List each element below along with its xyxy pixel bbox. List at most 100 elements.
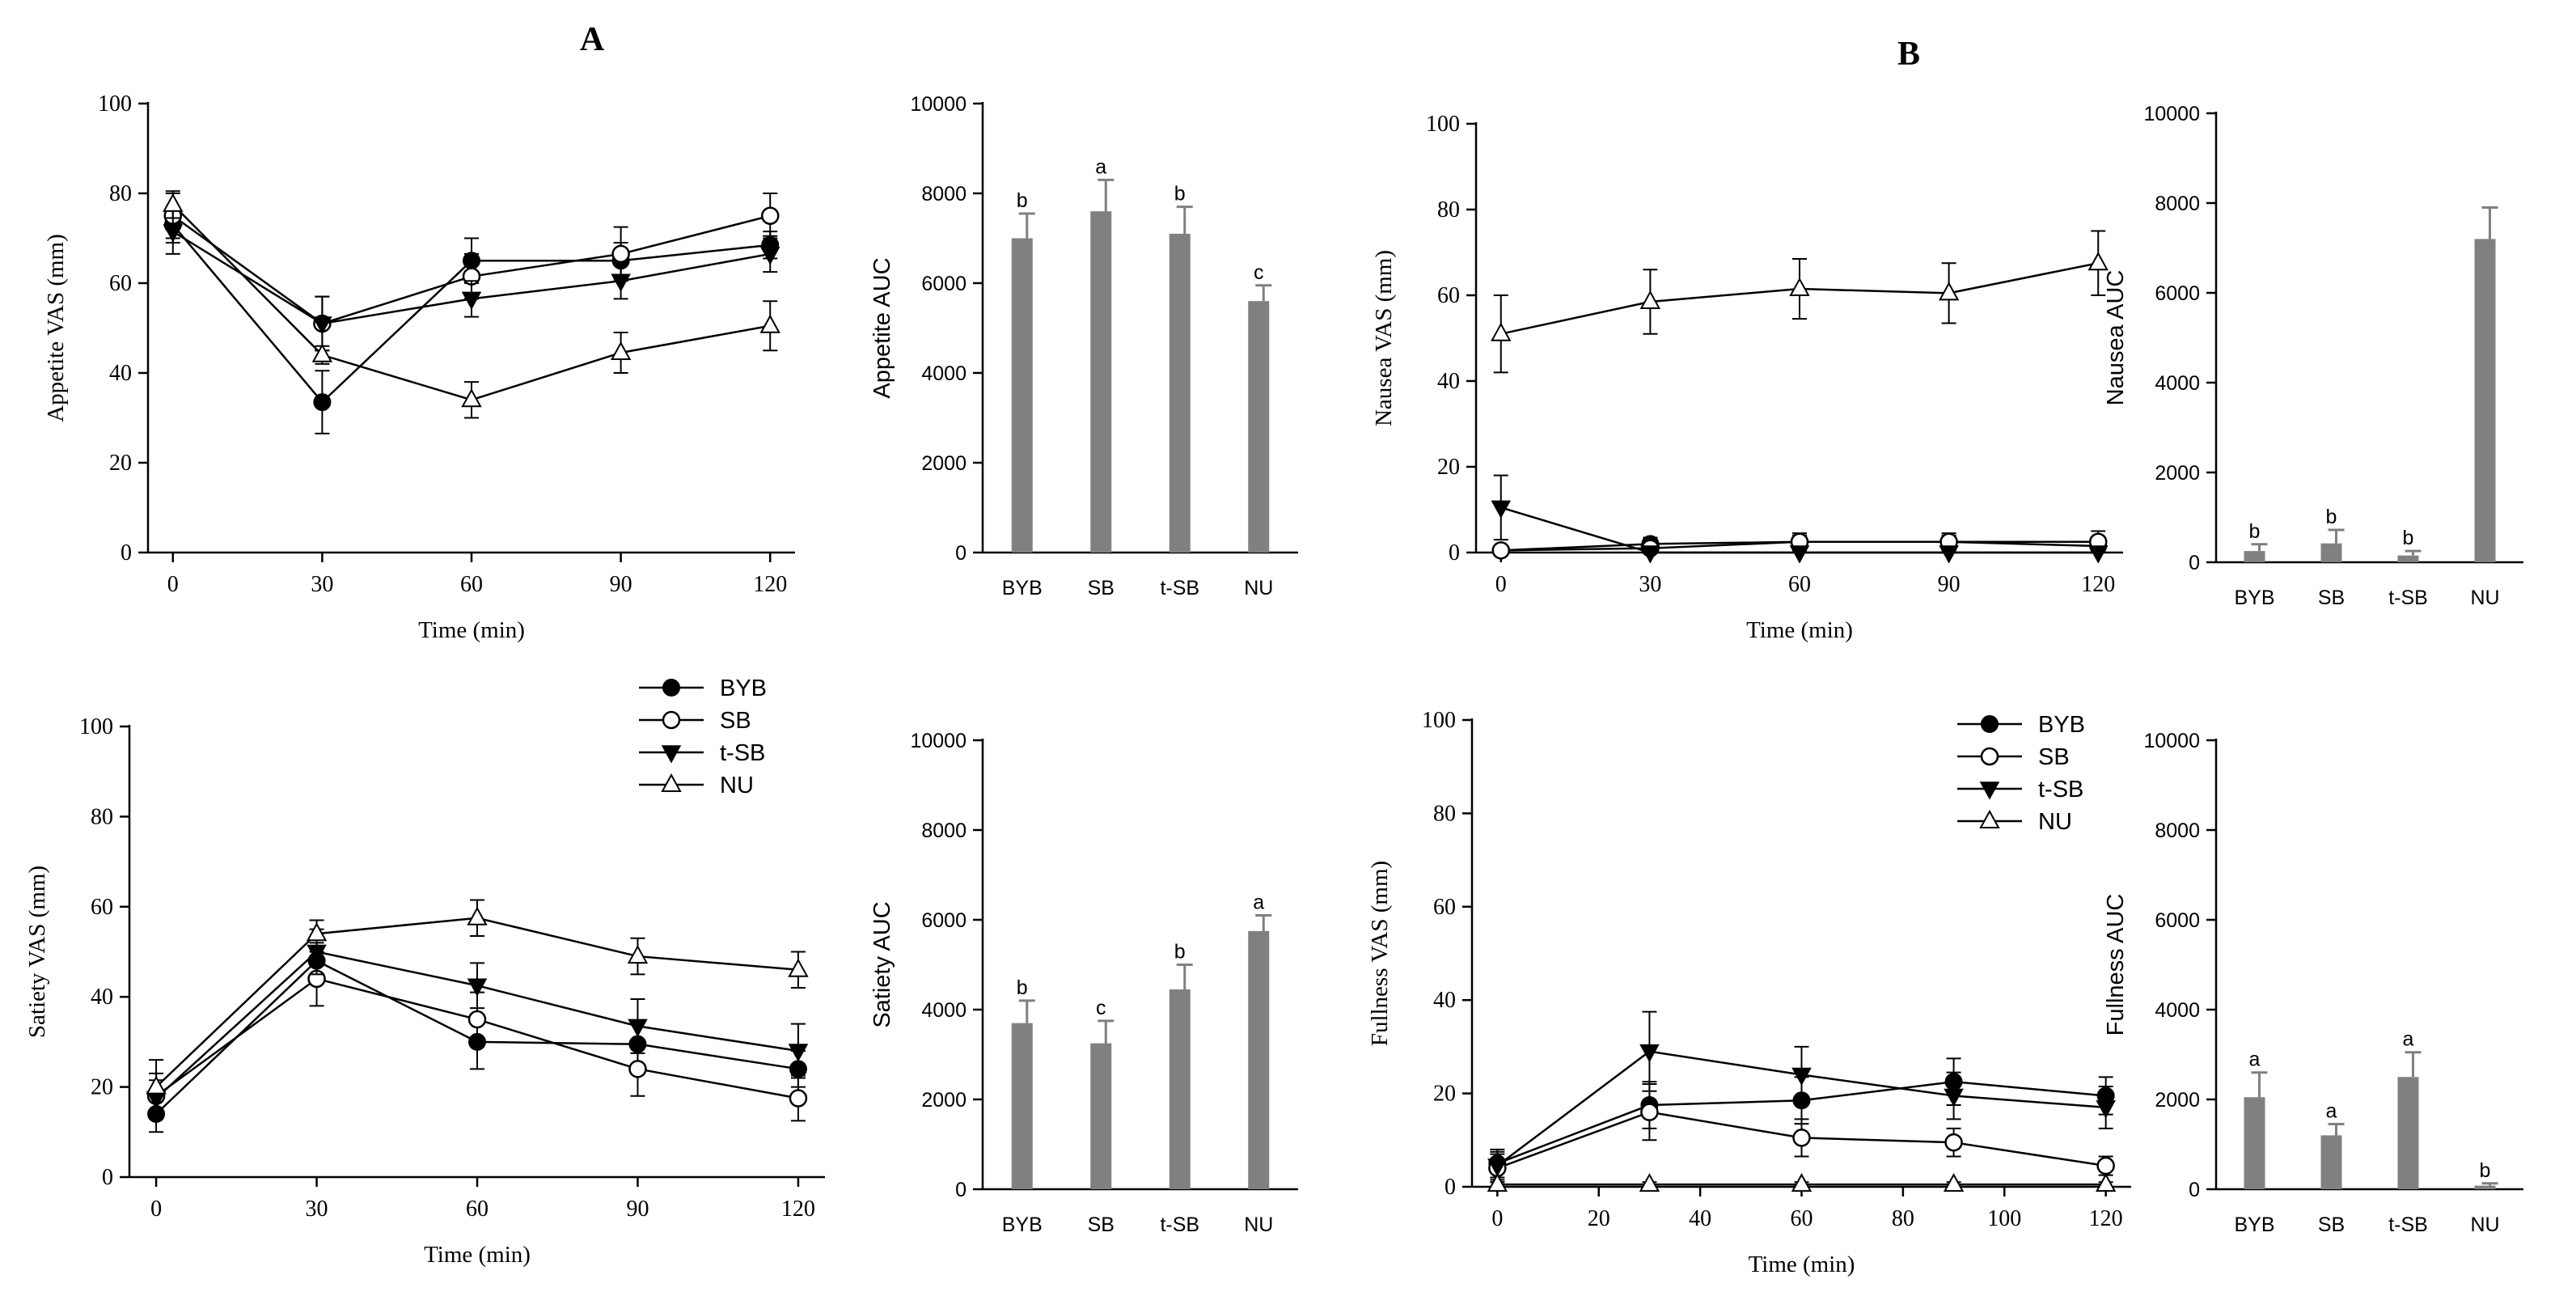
series-t-SB <box>1487 1010 2116 1181</box>
data-point-NU <box>461 388 482 408</box>
y-tick-label: 4000 <box>2155 372 2200 395</box>
nausea-bar-chart: 0 2000 4000 6000 8000 10000 Nausea AUC b BYB b SB b… <box>2103 103 2523 609</box>
data-point-NU <box>2087 252 2109 271</box>
satiety-bar-chart: 0 2000 4000 6000 8000 10000 Satiety AUC b BYB c SB… <box>869 730 1298 1236</box>
nausea-line-chart: 0 20 40 60 80 100 Nausea VAS (mm) 0 30 60 90 120 Tim… <box>1371 112 2123 643</box>
satiety-line-chart: 0 20 40 60 80 100 Satiety VAS (mm) 0 30 60 90 120 Ti… <box>24 676 825 1268</box>
data-point-t-SB <box>461 291 482 310</box>
y-tick-label: 8000 <box>921 183 967 205</box>
y-tick-label: 8000 <box>2155 193 2200 215</box>
y-tick-label: 6000 <box>2155 909 2200 932</box>
legend-label: t-SB <box>2038 777 2083 803</box>
y-tick-label: 20 <box>109 451 132 476</box>
x-tick-label: 0 <box>1491 1206 1503 1231</box>
data-point-NU <box>1943 1173 1965 1192</box>
data-point-SB <box>1792 1129 1811 1147</box>
x-tick-label: 0 <box>167 572 179 597</box>
bar-BYB <box>2244 551 2265 562</box>
data-point-SB <box>2096 1156 2115 1175</box>
y-tick-label: 40 <box>109 361 132 386</box>
data-point-NU <box>1789 277 1810 297</box>
y-tick-label: 8000 <box>2155 820 2200 842</box>
y-tick-label: 10000 <box>2143 730 2200 752</box>
legend-marker <box>661 745 682 764</box>
y-tick-label: 20 <box>1433 1082 1456 1107</box>
data-point-SB <box>628 1060 647 1078</box>
series-t-SB <box>1491 474 2109 564</box>
data-point-t-SB <box>163 224 184 243</box>
data-point-NU <box>1491 322 1512 341</box>
legend-marker <box>661 773 682 792</box>
x-tick-label: t-SB <box>2388 1213 2428 1236</box>
x-tick-label: 120 <box>2081 572 2115 597</box>
y-tick-label: 40 <box>91 985 113 1010</box>
data-point-t-SB <box>1487 1158 1508 1177</box>
series-SB <box>1488 1083 2115 1184</box>
y-tick-label: 80 <box>91 804 113 829</box>
data-point-t-SB <box>467 978 488 997</box>
data-point-t-SB <box>1491 500 1512 519</box>
legend: BYB SB t-SB NU <box>1957 712 2085 835</box>
x-tick-label: 20 <box>1588 1206 1610 1231</box>
y-tick-label: 2000 <box>921 452 967 475</box>
bar-t-SB <box>2397 1077 2419 1189</box>
x-tick-label: t-SB <box>1160 1213 1199 1236</box>
x-tick-label: 30 <box>306 1197 328 1222</box>
y-tick-label: 4000 <box>921 362 967 385</box>
significance-letter: b <box>1174 941 1186 964</box>
y-tick-label: 60 <box>109 271 132 296</box>
x-tick-label: SB <box>1088 577 1115 599</box>
x-tick-label: 60 <box>1791 1206 1813 1231</box>
legend-label: SB <box>720 708 751 734</box>
significance-letter: b <box>2480 1159 2491 1182</box>
y-axis-label: Fullness AUC <box>2103 894 2129 1036</box>
y-tick-label: 6000 <box>921 273 967 295</box>
y-tick-label: 40 <box>1437 369 1460 394</box>
bar-SB <box>2320 543 2342 562</box>
y-axis-label: Satiety AUC <box>869 901 895 1027</box>
series-NU <box>1487 1173 2117 1192</box>
y-axis-label: Appetite AUC <box>869 257 895 398</box>
data-point-SB <box>467 1010 487 1029</box>
y-axis-label: Appetite VAS (mm) <box>43 234 69 422</box>
data-point-t-SB <box>1944 1088 1964 1108</box>
legend-label: BYB <box>2038 712 2085 738</box>
data-point-NU <box>1791 1173 1813 1192</box>
legend-marker <box>1979 809 2000 828</box>
significance-letter: b <box>2403 527 2414 549</box>
x-tick-label: NU <box>1244 1213 1273 1236</box>
data-point-t-SB <box>2096 1100 2116 1119</box>
series-NU <box>163 190 780 419</box>
x-tick-label: 120 <box>2089 1206 2123 1231</box>
data-point-NU <box>788 958 809 977</box>
x-tick-label: 90 <box>626 1197 649 1222</box>
y-tick-label: 10000 <box>910 730 967 752</box>
appetite-line-chart: 0 20 40 60 80 100 Appetite VAS (mm) 0 30 60 90 120 T… <box>43 91 795 643</box>
y-tick-label: 0 <box>2189 552 2200 574</box>
y-tick-label: 10000 <box>2143 103 2200 125</box>
significance-letter: b <box>1174 183 1186 205</box>
legend-item-t-SB: t-SB <box>1957 777 2083 803</box>
legend-marker <box>1979 781 2000 800</box>
x-tick-label: 90 <box>1938 572 1961 597</box>
data-point-t-SB <box>628 1019 648 1037</box>
data-point-t-SB <box>2087 545 2109 564</box>
x-tick-label: 120 <box>781 1197 815 1222</box>
bar-NU <box>1248 301 1270 553</box>
legend-item-SB: SB <box>639 708 751 734</box>
data-point-NU <box>1487 1173 1508 1192</box>
x-tick-label: BYB <box>2234 587 2274 609</box>
x-tick-label: BYB <box>1002 577 1043 599</box>
significance-letter: b <box>2326 506 2337 528</box>
significance-letter: b <box>1017 976 1028 999</box>
x-tick-label: 90 <box>610 572 632 597</box>
y-tick-label: 60 <box>1433 895 1456 920</box>
y-tick-label: 6000 <box>2155 282 2200 305</box>
significance-letter: a <box>2326 1100 2337 1123</box>
y-tick-label: 60 <box>1437 283 1460 308</box>
x-tick-label: 0 <box>1495 572 1507 597</box>
panel-label-b: B <box>1897 36 1920 73</box>
x-tick-label: SB <box>1088 1213 1115 1236</box>
bar-SB <box>1090 1043 1112 1189</box>
legend-label: SB <box>2038 744 2070 770</box>
